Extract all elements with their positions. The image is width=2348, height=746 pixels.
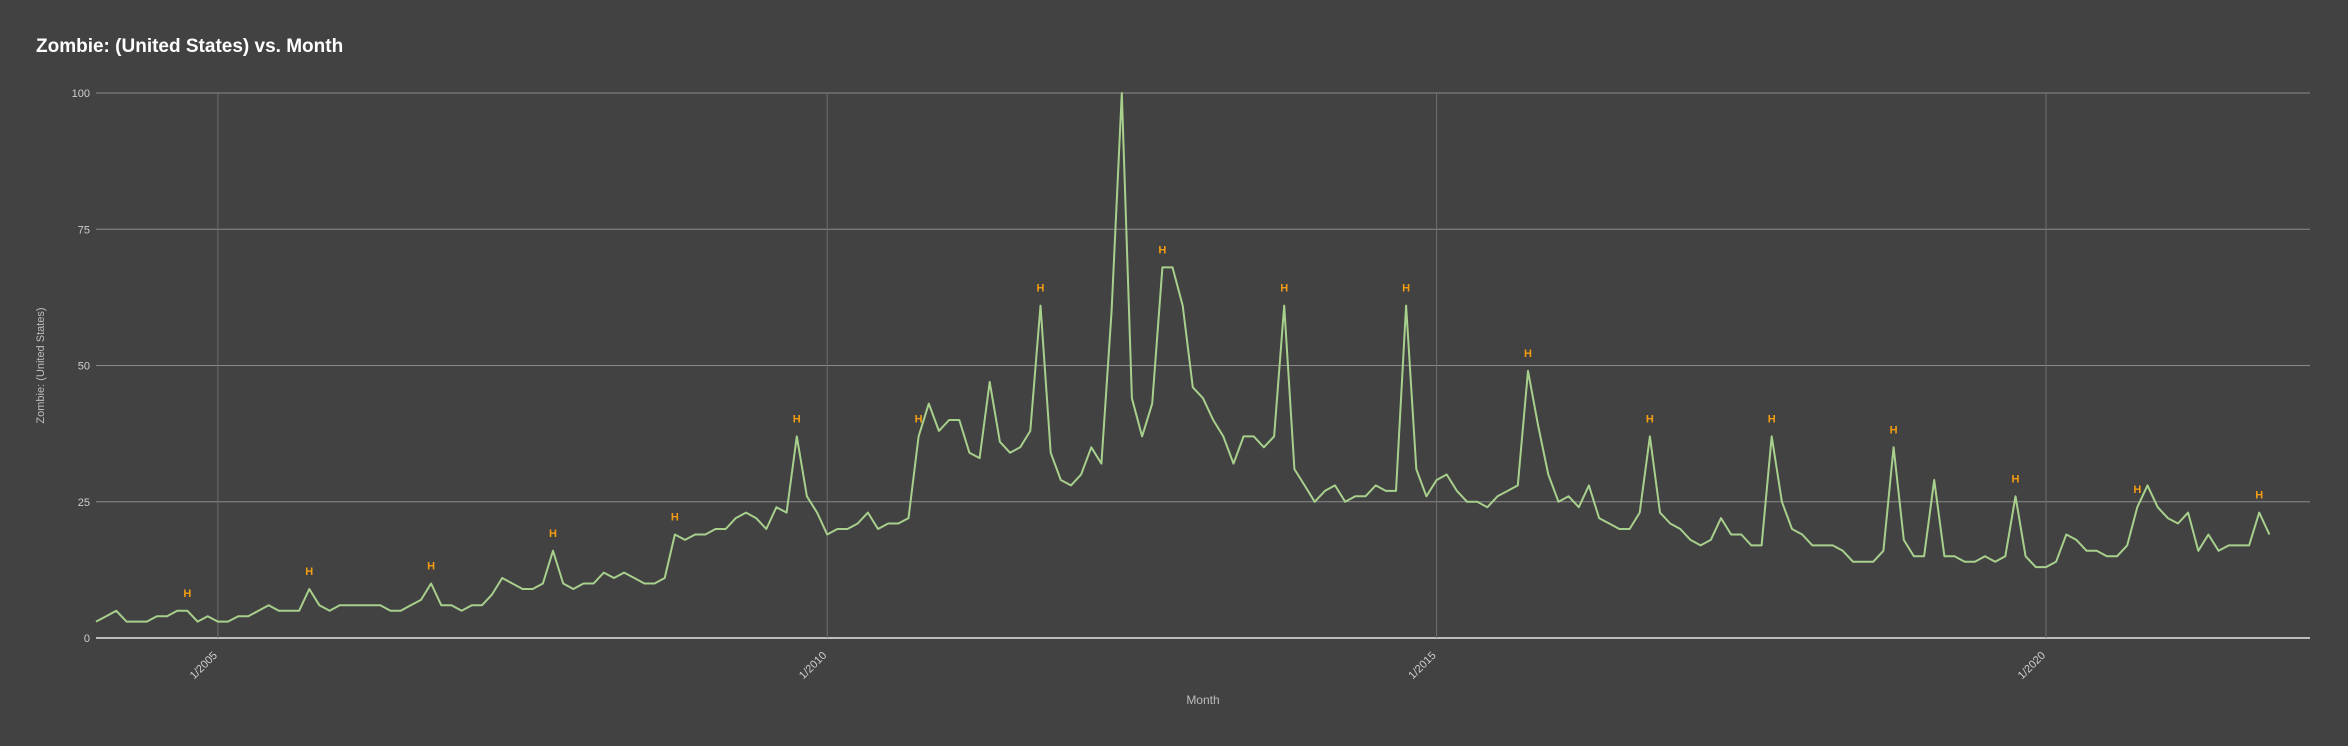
y-tick-label: 100 (72, 88, 90, 100)
annotation-marker: H (1768, 413, 1776, 425)
annotation-marker: H (2012, 473, 2020, 485)
x-tick-label: 1/2020 (2016, 650, 2048, 682)
annotation-marker: H (2255, 490, 2263, 502)
chart-title: Zombie: (United States) vs. Month (36, 36, 344, 57)
annotation-marker: H (1037, 283, 1045, 295)
annotation-marker: H (915, 413, 923, 425)
y-tick-label: 25 (78, 497, 90, 509)
series-layer (95, 92, 2271, 623)
annotation-marker: H (1402, 283, 1410, 295)
annotation-marker: H (1890, 424, 1898, 436)
annotation-marker: H (183, 588, 191, 600)
y-tick-label: 75 (78, 224, 90, 236)
annotation-marker: H (1524, 348, 1532, 360)
annotation-marker: H (549, 528, 557, 540)
x-tick-label: 1/2010 (797, 650, 829, 682)
x-axis-title: Month (1186, 693, 1219, 707)
axis-layer: 0 25 50 75 100 1/2005 1/2010 1/2015 1/2020 Month Z… (35, 88, 2048, 707)
series-line (95, 92, 2271, 623)
y-tick-label: 0 (84, 633, 90, 645)
y-axis-title: Zombie: (United States) (35, 307, 47, 423)
annotation-marker: H (1280, 283, 1288, 295)
annotation-marker: H (427, 561, 435, 573)
annotation-marker: H (671, 511, 679, 523)
annotation-marker: H (2133, 484, 2141, 496)
grid-layer (96, 92, 2310, 639)
annotation-marker: H (793, 413, 801, 425)
annotation-layer: H H H H H H H H H H H H H H H H H H (183, 244, 2263, 599)
x-tick-label: 1/2015 (1406, 650, 1438, 682)
x-tick-label: 1/2005 (188, 650, 220, 682)
annotation-marker: H (1646, 413, 1654, 425)
annotation-marker: H (1158, 244, 1166, 256)
annotation-marker: H (305, 566, 313, 578)
y-tick-label: 50 (78, 361, 90, 373)
